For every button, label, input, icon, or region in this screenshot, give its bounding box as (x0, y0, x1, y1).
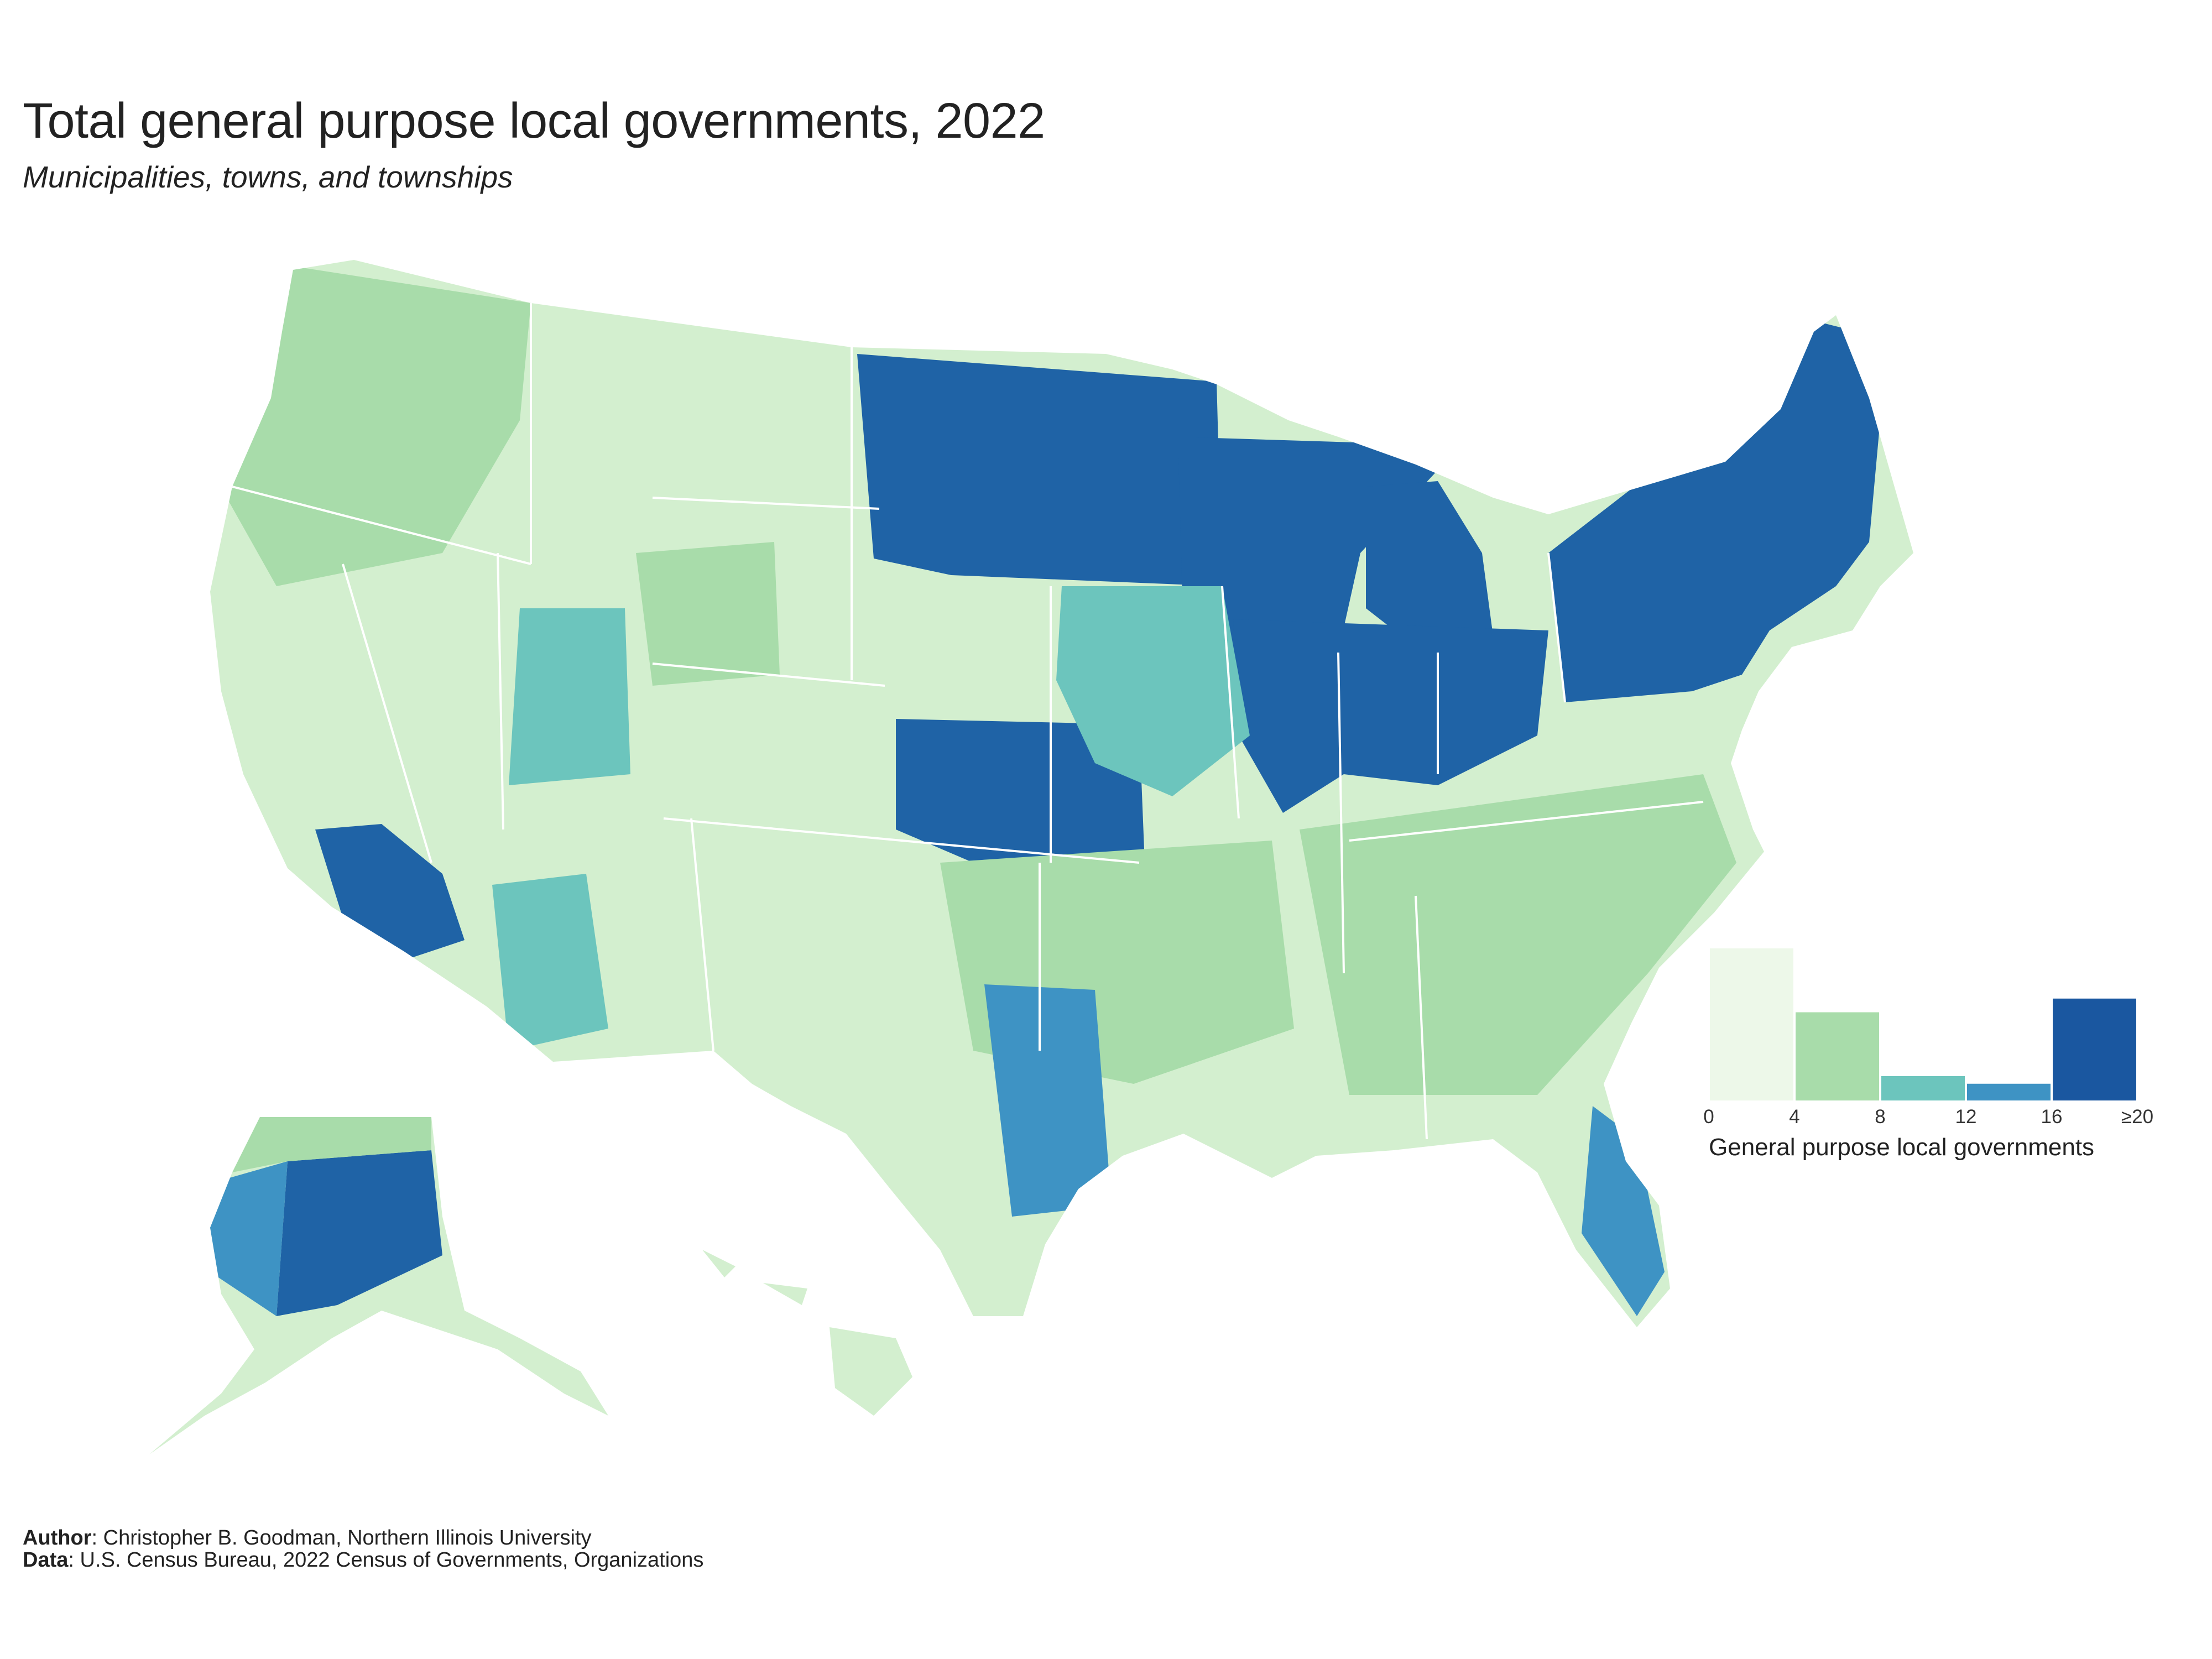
legend-bin-0 (1710, 948, 1793, 1100)
author-caption: Author: Christopher B. Goodman, Northern… (23, 1526, 591, 1550)
region-northeast (1548, 321, 1880, 702)
map-title: Total general purpose local governments,… (23, 93, 1045, 149)
legend-bin-4 (1796, 1012, 1879, 1100)
hawaii (702, 1250, 912, 1416)
region-southeast-mixed (1300, 774, 1736, 1095)
legend-tick-label: 4 (1789, 1106, 1800, 1128)
alaska-interior-region (276, 1150, 442, 1316)
region-southern-california (315, 824, 465, 962)
legend-tick-label: 16 (2041, 1106, 2063, 1128)
map-subtitle: Municipalities, towns, and townships (23, 160, 513, 194)
hawaii-islands (702, 1250, 912, 1416)
legend-tick-label: 8 (1875, 1106, 1886, 1128)
region-illinois-indiana-ohio (1233, 619, 1548, 813)
legend-bin-16 (2053, 998, 2136, 1100)
region-colorado-wyoming-mixed (636, 542, 780, 686)
legend-tick-label: 0 (1703, 1106, 1714, 1128)
state-borders (232, 303, 1704, 1140)
legend-bin-12 (1967, 1083, 2051, 1100)
region-texas-central-mixed (984, 984, 1112, 1217)
region-utah-mixed (509, 608, 630, 785)
region-dakotas-minnesota (857, 354, 1222, 586)
legend-tick-label: ≥20 (2121, 1106, 2154, 1128)
region-florida-peninsula (1582, 1106, 1665, 1316)
data-caption: Data: U.S. Census Bureau, 2022 Census of… (23, 1548, 703, 1572)
legend (1710, 948, 2136, 1100)
legend-title: General purpose local governments (1709, 1134, 2095, 1161)
legend-bin-8 (1881, 1076, 1965, 1100)
region-iowa-missouri-mixed (1056, 586, 1250, 796)
data-text: : U.S. Census Bureau, 2022 Census of Gov… (68, 1548, 704, 1572)
author-text: : Christopher B. Goodman, Northern Illin… (91, 1526, 592, 1550)
alaska-north-slope (232, 1117, 431, 1172)
alaska-west-region (210, 1161, 288, 1316)
data-label: Data (23, 1548, 69, 1572)
region-arizona-mixed (492, 874, 608, 1051)
legend-tick-label: 12 (1955, 1106, 1977, 1128)
author-label: Author (23, 1526, 92, 1550)
contiguous-us (210, 260, 1913, 1327)
region-lower-michigan (1366, 481, 1493, 647)
region-kansas-nebraska (896, 719, 1145, 863)
alaska (149, 1117, 608, 1454)
